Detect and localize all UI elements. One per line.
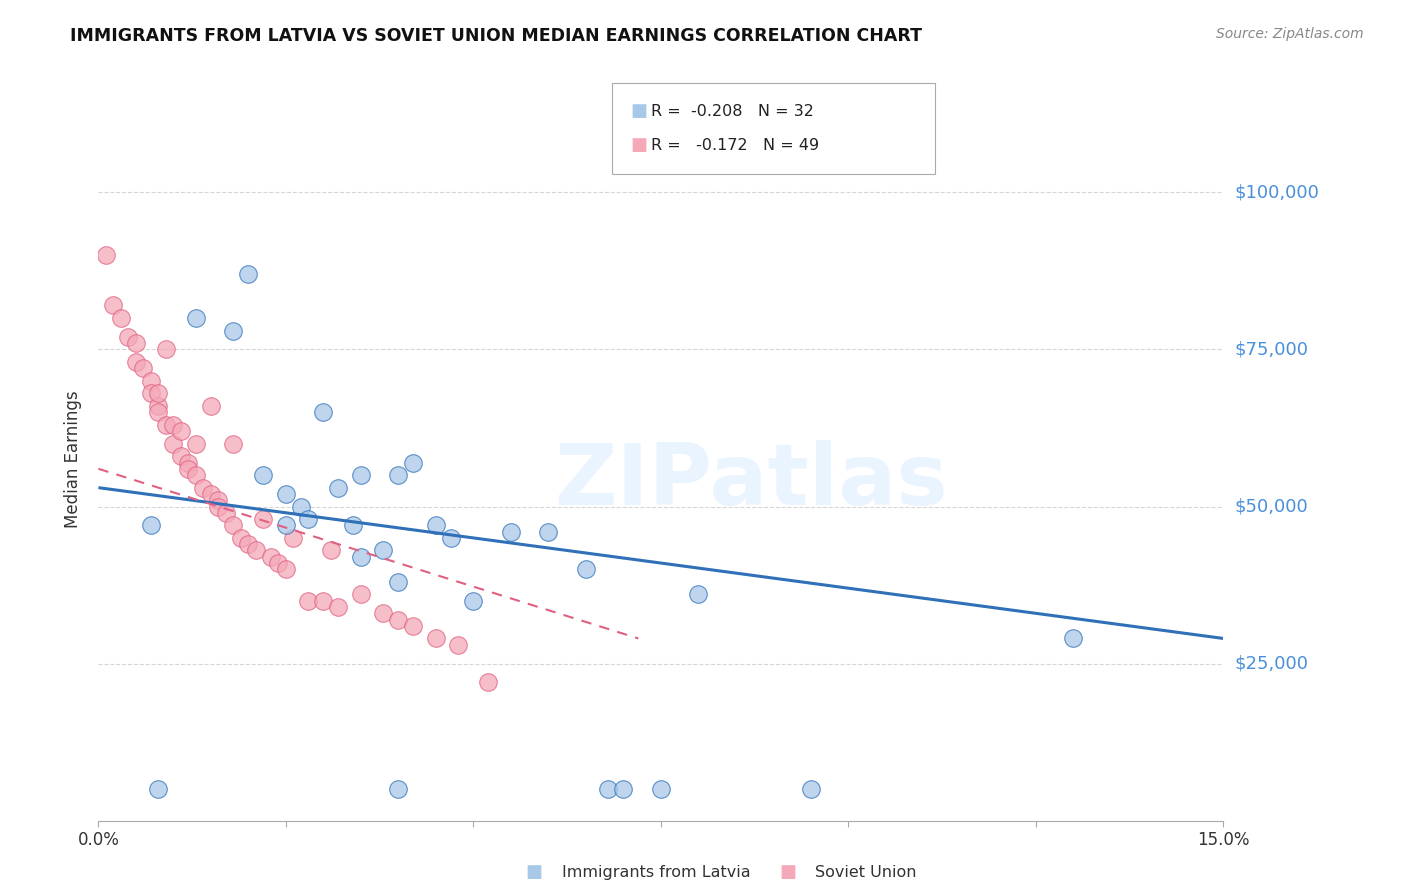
- Point: [117, 330, 139, 344]
- Point: [170, 424, 193, 438]
- Point: [155, 343, 177, 357]
- Point: [207, 493, 229, 508]
- Point: [463, 593, 485, 607]
- Text: $75,000: $75,000: [1234, 341, 1309, 359]
- Point: [328, 481, 350, 495]
- Point: [148, 386, 170, 401]
- Point: [297, 593, 319, 607]
- Point: [312, 593, 335, 607]
- Point: [162, 436, 184, 450]
- Point: [688, 587, 710, 601]
- Point: [387, 574, 409, 589]
- Point: [387, 782, 409, 797]
- Point: [328, 600, 350, 615]
- Point: [177, 456, 200, 470]
- Point: [342, 518, 364, 533]
- Point: [177, 462, 200, 476]
- Text: Source: ZipAtlas.com: Source: ZipAtlas.com: [1216, 27, 1364, 41]
- Text: Immigrants from Latvia: Immigrants from Latvia: [562, 865, 751, 880]
- Point: [162, 417, 184, 432]
- Text: R =  -0.208   N = 32: R = -0.208 N = 32: [651, 104, 814, 119]
- Point: [238, 267, 260, 281]
- Point: [193, 481, 215, 495]
- Point: [148, 782, 170, 797]
- Point: [598, 782, 620, 797]
- Point: [312, 405, 335, 419]
- Point: [440, 531, 463, 545]
- Point: [229, 531, 252, 545]
- Point: [139, 386, 162, 401]
- Point: [350, 468, 373, 483]
- Point: [252, 468, 274, 483]
- Point: [319, 543, 342, 558]
- Point: [1062, 632, 1084, 646]
- Point: [387, 613, 409, 627]
- Point: [155, 417, 177, 432]
- Point: [575, 562, 598, 576]
- Point: [350, 587, 373, 601]
- Point: [260, 549, 283, 564]
- Point: [425, 518, 447, 533]
- Point: [290, 500, 312, 514]
- Point: [125, 355, 148, 369]
- Point: [132, 361, 155, 376]
- Point: [222, 436, 245, 450]
- Point: [499, 524, 522, 539]
- Point: [238, 537, 260, 551]
- Point: [477, 675, 499, 690]
- Text: R =   -0.172   N = 49: R = -0.172 N = 49: [651, 138, 820, 153]
- Text: ■: ■: [630, 136, 647, 154]
- Point: [274, 487, 297, 501]
- Text: ■: ■: [630, 103, 647, 120]
- Point: [125, 336, 148, 351]
- Point: [274, 518, 297, 533]
- Text: ■: ■: [526, 863, 543, 881]
- Point: [222, 518, 245, 533]
- Point: [222, 324, 245, 338]
- Point: [184, 468, 207, 483]
- Point: [387, 468, 409, 483]
- Point: [612, 782, 634, 797]
- Point: [402, 456, 425, 470]
- Text: $50,000: $50,000: [1234, 498, 1308, 516]
- Point: [139, 374, 162, 388]
- Point: [800, 782, 823, 797]
- Text: Soviet Union: Soviet Union: [815, 865, 917, 880]
- Point: [110, 311, 132, 326]
- Point: [94, 248, 117, 262]
- Point: [170, 449, 193, 463]
- Text: IMMIGRANTS FROM LATVIA VS SOVIET UNION MEDIAN EARNINGS CORRELATION CHART: IMMIGRANTS FROM LATVIA VS SOVIET UNION M…: [70, 27, 922, 45]
- Point: [350, 549, 373, 564]
- Point: [215, 506, 238, 520]
- Point: [139, 518, 162, 533]
- Point: [148, 405, 170, 419]
- Point: [402, 619, 425, 633]
- Text: $100,000: $100,000: [1234, 184, 1319, 202]
- Point: [207, 500, 229, 514]
- Point: [425, 632, 447, 646]
- Point: [200, 399, 222, 413]
- Point: [184, 311, 207, 326]
- Text: ■: ■: [779, 863, 796, 881]
- Point: [184, 436, 207, 450]
- Point: [650, 782, 672, 797]
- Point: [537, 524, 560, 539]
- Point: [200, 487, 222, 501]
- Y-axis label: Median Earnings: Median Earnings: [65, 391, 83, 528]
- Point: [297, 512, 319, 526]
- Point: [373, 543, 395, 558]
- Point: [103, 298, 125, 312]
- Point: [274, 562, 297, 576]
- Point: [252, 512, 274, 526]
- Point: [148, 399, 170, 413]
- Point: [447, 638, 470, 652]
- Point: [245, 543, 267, 558]
- Text: $25,000: $25,000: [1234, 655, 1309, 673]
- Point: [267, 556, 290, 570]
- Point: [373, 607, 395, 621]
- Point: [283, 531, 305, 545]
- Text: ZIPatlas: ZIPatlas: [554, 440, 948, 523]
